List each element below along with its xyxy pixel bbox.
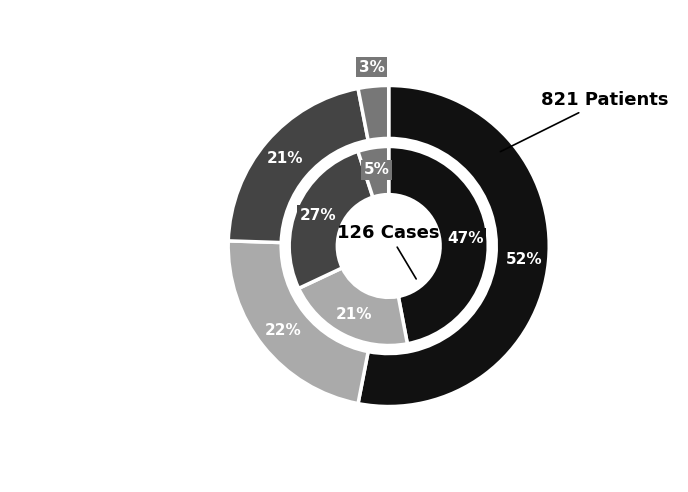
Text: 47%: 47% bbox=[447, 231, 484, 246]
Text: 52%: 52% bbox=[506, 251, 542, 267]
Text: 21%: 21% bbox=[336, 307, 372, 322]
Text: 27%: 27% bbox=[300, 208, 336, 223]
Text: 22%: 22% bbox=[264, 323, 301, 338]
Wedge shape bbox=[299, 268, 407, 345]
Wedge shape bbox=[289, 152, 373, 288]
Text: 21%: 21% bbox=[267, 151, 303, 166]
Wedge shape bbox=[228, 241, 368, 403]
Text: 821 Patients: 821 Patients bbox=[500, 91, 669, 152]
Text: 126 Cases: 126 Cases bbox=[338, 224, 440, 279]
Wedge shape bbox=[228, 89, 368, 243]
Wedge shape bbox=[358, 147, 389, 197]
Wedge shape bbox=[358, 86, 389, 140]
Wedge shape bbox=[389, 147, 488, 344]
Wedge shape bbox=[358, 86, 549, 406]
Text: 5%: 5% bbox=[364, 162, 389, 178]
Text: 3%: 3% bbox=[358, 60, 385, 74]
